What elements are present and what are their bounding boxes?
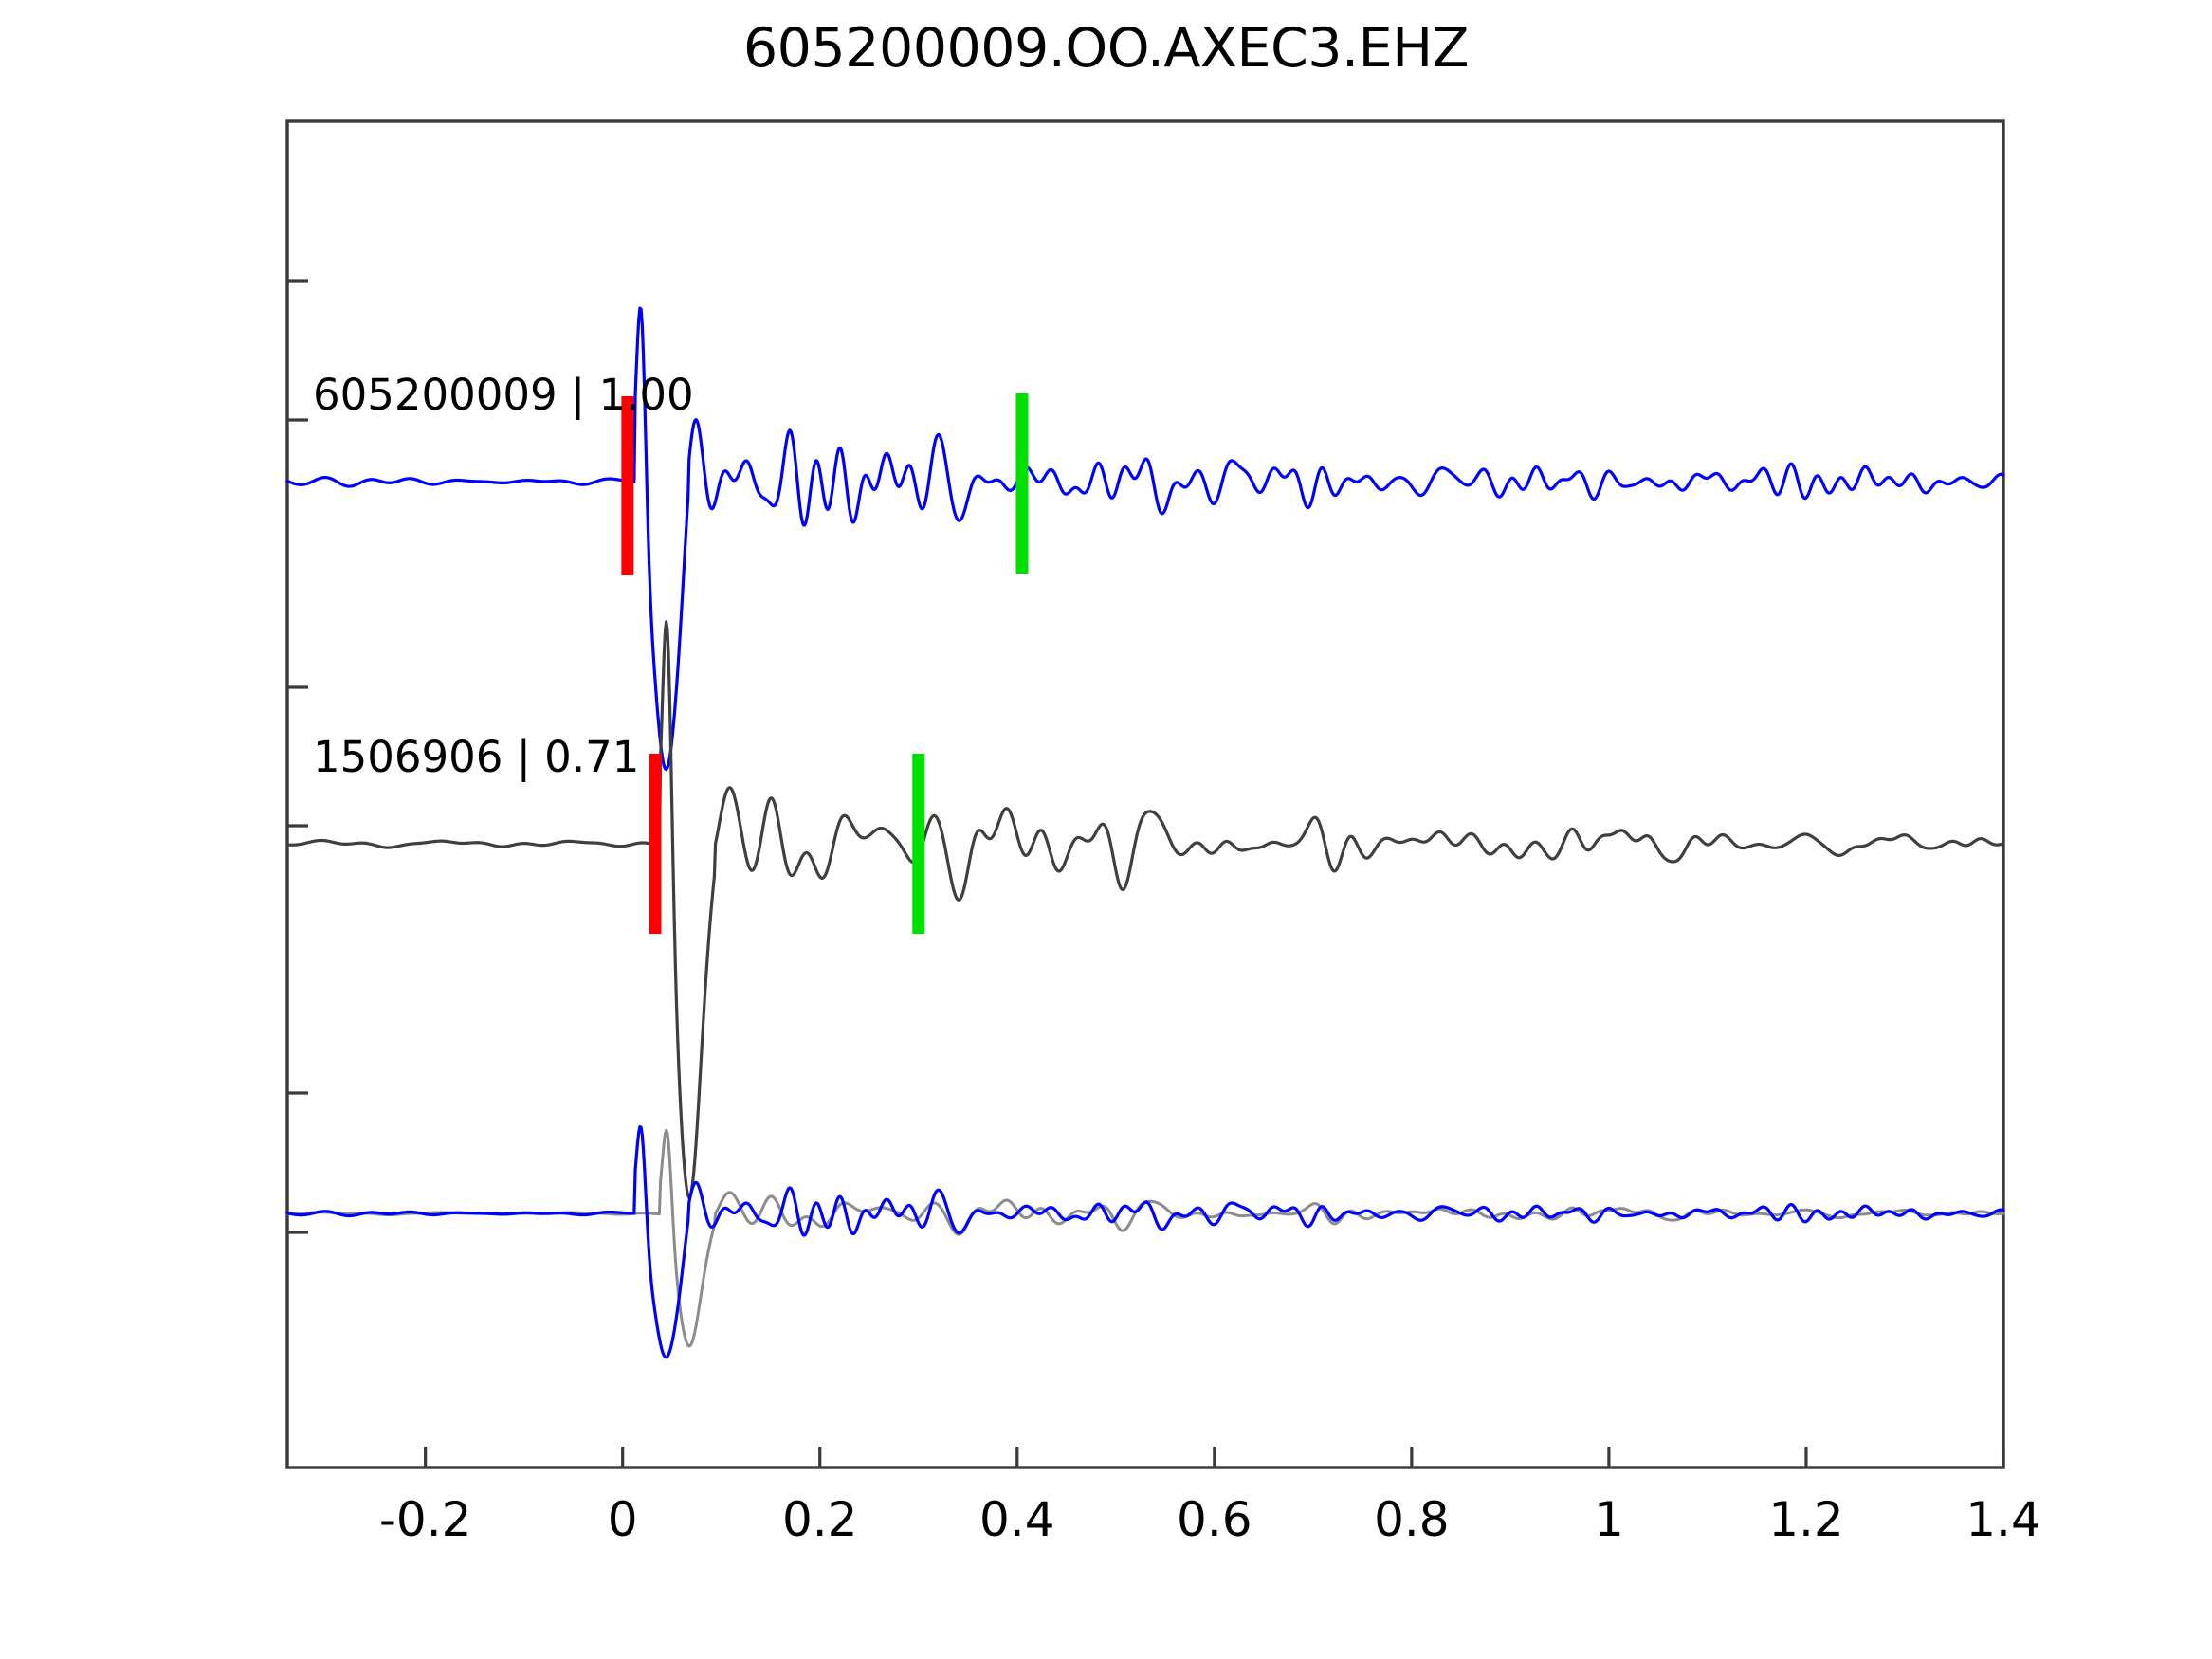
trace-label: 605200009 | 1.00 — [313, 370, 694, 420]
waveform-path — [285, 306, 2005, 772]
page-title: 605200009.OO.AXEC3.EHZ — [742, 17, 1470, 80]
waveform-overlay-path — [285, 1128, 2005, 1348]
x-tick-label: 0.8 — [1374, 1492, 1450, 1547]
p-pick-marker — [621, 396, 634, 575]
x-tick-label: -0.2 — [378, 1492, 472, 1547]
x-tick-label: 1 — [1594, 1492, 1624, 1547]
s-pick-marker — [912, 754, 925, 934]
x-tick-label: 0.4 — [979, 1492, 1055, 1547]
p-pick-marker — [649, 754, 662, 934]
phase-pick-markers — [621, 393, 1029, 934]
axis-ticks — [287, 279, 2005, 1468]
x-tick-label: 0.6 — [1177, 1492, 1252, 1547]
waveform-path — [285, 1124, 2005, 1359]
x-tick-label: 0.2 — [781, 1492, 858, 1547]
waveform-path — [285, 620, 2005, 1199]
trace-label: 1506906 | 0.71 — [313, 732, 640, 782]
axes-border — [285, 119, 2005, 1469]
x-tick-label: 0 — [607, 1492, 638, 1547]
waveform-traces — [285, 306, 2005, 1359]
s-pick-marker — [1015, 393, 1029, 574]
axes-frame — [285, 119, 2005, 1469]
x-tick-label: 1.2 — [1768, 1492, 1844, 1547]
x-tick-label: 1.4 — [1965, 1492, 2041, 1547]
